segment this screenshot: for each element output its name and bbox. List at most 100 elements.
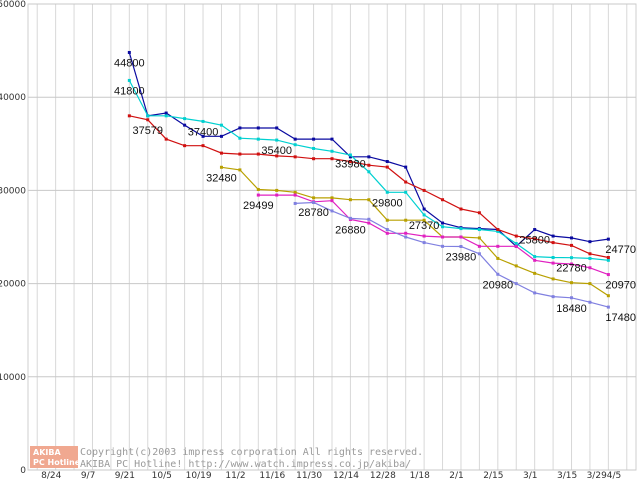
data-point [256,187,260,191]
data-point [533,255,537,259]
x-tick-label: 12/28 [370,471,396,480]
data-point [367,217,371,221]
data-point [348,155,352,159]
data-point [496,256,500,260]
data-point [422,218,426,222]
data-point [385,190,389,194]
data-point [533,258,537,262]
data-point [238,168,242,172]
data-point [293,155,297,159]
x-tick-label: 2/1 [449,471,463,480]
data-point [422,234,426,238]
data-label: 44800 [114,57,145,69]
data-point [201,144,205,148]
data-point [588,256,592,260]
data-point [367,221,371,225]
data-point [404,180,408,184]
y-tick-label: 40000 [0,93,26,103]
x-tick-label: 10/19 [186,471,212,480]
data-point [256,193,260,197]
series-line [221,166,609,297]
data-point [293,143,297,147]
data-label: 22780 [556,263,587,275]
x-tick-label: 8/24 [41,471,61,480]
data-point [404,165,408,169]
data-point [385,228,389,232]
x-tick-label: 10/5 [152,471,172,480]
data-point [275,193,279,197]
data-point [441,225,445,229]
data-point [533,228,537,232]
x-tick-label: 11/2 [225,471,245,480]
data-point [348,198,352,202]
data-point [551,295,555,299]
data-point [459,235,463,239]
data-point [293,201,297,205]
data-point [385,218,389,222]
data-point [348,216,352,220]
data-point [422,213,426,217]
data-label: 18480 [556,303,587,315]
data-label: 33980 [335,158,366,170]
data-point [514,234,518,238]
data-point [551,234,555,238]
data-point [238,126,242,130]
data-point [183,144,187,148]
data-point [570,243,574,247]
data-point [514,242,518,246]
logo-top: AKIBA [33,448,61,457]
data-point [588,240,592,244]
data-point [570,262,574,266]
data-point [570,296,574,300]
series-red [127,114,610,260]
data-label: 26880 [335,224,366,236]
data-point [164,111,168,115]
y-axis-ticks: 0 10000 20000 30000 40000 50000 [0,0,26,476]
data-label: 17480 [605,312,636,324]
data-point [183,117,187,121]
data-point [312,157,316,161]
data-point [275,126,279,130]
series-cyan [127,78,610,262]
data-point [275,154,279,158]
data-point [422,188,426,192]
data-point [441,244,445,248]
data-point [551,241,555,245]
data-point [477,211,481,215]
data-point [146,114,150,118]
data-label: 27370 [409,220,440,232]
data-point [588,252,592,256]
data-label: 32480 [206,172,237,184]
logo-box [30,446,78,468]
data-point [404,231,408,235]
x-tick-label: 3/1 [523,471,537,480]
data-label: 37400 [188,126,219,138]
data-point [533,291,537,295]
x-tick-label: 9/21 [115,471,135,480]
data-point [533,271,537,275]
data-point [588,266,592,270]
data-point [293,137,297,141]
data-point [201,134,205,138]
data-point [312,196,316,200]
data-point [588,282,592,286]
x-tick-label: 1/18 [410,471,430,480]
data-point [330,196,334,200]
data-point [330,149,334,153]
data-point [422,207,426,211]
data-point [606,294,610,298]
data-point [127,114,131,118]
data-point [385,231,389,235]
data-label: 28780 [298,207,329,219]
data-point [330,157,334,161]
data-point [164,137,168,141]
copyright-line-2: AKIBA PC Hotline! http://www.watch.impre… [80,459,411,470]
data-point [606,237,610,241]
logo-bottom: PC Hotline! [33,458,84,467]
data-point [312,146,316,150]
y-tick-label: 30000 [0,186,26,196]
data-point [459,245,463,249]
data-point [606,273,610,277]
series-line [258,194,609,276]
data-point [441,198,445,202]
